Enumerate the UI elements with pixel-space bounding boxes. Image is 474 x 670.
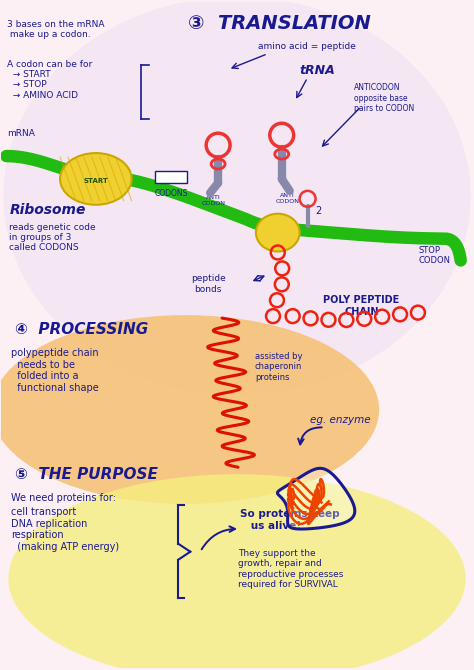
Text: STOP
CODON: STOP CODON [419,245,451,265]
Ellipse shape [256,214,300,251]
Text: POLY PEPTIDE
CHAIN: POLY PEPTIDE CHAIN [323,295,400,317]
Text: ④  PROCESSING: ④ PROCESSING [15,322,148,337]
Text: ANTI
CODON: ANTI CODON [276,193,300,204]
Text: mRNA: mRNA [8,129,35,138]
Polygon shape [277,468,355,529]
Text: cell transport
DNA replication
respiration
  (making ATP energy): cell transport DNA replication respirati… [11,507,119,552]
Text: CODONS: CODONS [155,189,188,198]
Text: tRNA: tRNA [300,64,336,76]
Text: A codon can be for
  → START
  → STOP
  → AMINO ACID: A codon can be for → START → STOP → AMIN… [8,60,92,100]
Ellipse shape [3,0,471,395]
Bar [155,171,187,183]
Text: START: START [83,178,108,184]
Text: We need proteins for:: We need proteins for: [11,493,116,503]
Text: 2: 2 [316,206,322,216]
Text: ③  TRANSLATION: ③ TRANSLATION [188,14,371,33]
Text: polypeptide chain
  needs to be
  folded into a
  functional shape: polypeptide chain needs to be folded int… [11,348,99,393]
Text: 3 bases on the mRNA
 make up a codon.: 3 bases on the mRNA make up a codon. [8,20,105,40]
Text: eg. enzyme: eg. enzyme [310,415,370,425]
Text: reads genetic code
in groups of 3
called CODONS: reads genetic code in groups of 3 called… [9,222,96,253]
Text: They support the
growth, repair and
reproductive processes
required for SURVIVAL: They support the growth, repair and repr… [238,549,343,589]
Text: Ribosome: Ribosome [9,203,86,217]
Ellipse shape [60,153,132,205]
Text: ⑤  THE PURPOSE: ⑤ THE PURPOSE [15,467,158,482]
Ellipse shape [9,474,465,670]
Text: amino acid = peptide: amino acid = peptide [258,42,356,51]
Text: So proteins keep
   us alive!: So proteins keep us alive! [240,509,339,531]
Text: ANTICODON
opposite base
pairs to CODON: ANTICODON opposite base pairs to CODON [354,84,415,113]
Text: peptide
bonds: peptide bonds [191,274,226,293]
Text: ANTI
CODON: ANTI CODON [201,195,225,206]
Ellipse shape [0,315,379,504]
Text: assisted by
chaperonin
proteins: assisted by chaperonin proteins [255,352,302,382]
